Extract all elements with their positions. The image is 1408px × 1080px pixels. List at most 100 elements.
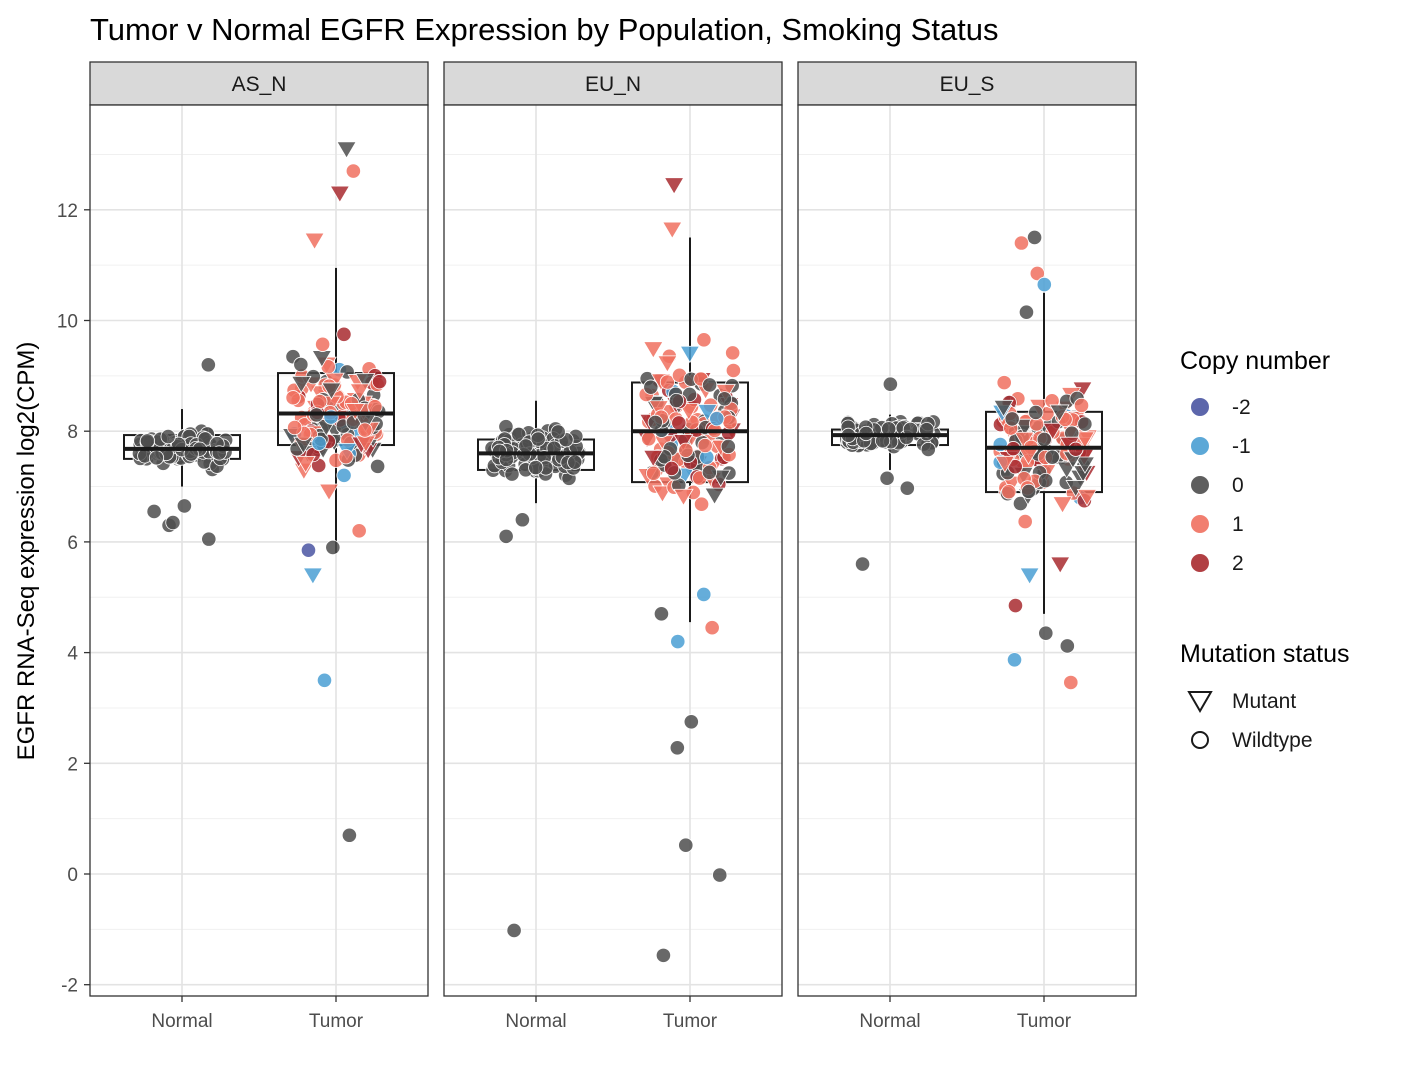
x-tick-label: Normal <box>505 1011 566 1032</box>
data-point-outlier <box>345 163 361 179</box>
data-point <box>1074 456 1096 474</box>
data-point-outlier <box>316 672 333 688</box>
data-point-outlier <box>899 480 915 496</box>
data-point <box>293 356 309 373</box>
data-point <box>720 438 736 455</box>
data-point <box>528 459 544 476</box>
legend-label-copy-number: 0 <box>1232 474 1244 497</box>
data-point-outlier <box>506 922 522 939</box>
data-point-outlier <box>498 528 514 544</box>
legend-label-copy-number: -2 <box>1232 396 1251 419</box>
data-point-outlier <box>854 556 871 572</box>
data-point-outlier <box>1019 567 1040 585</box>
data-point <box>648 400 669 418</box>
data-point <box>148 450 165 466</box>
facet-strip-label: EU_S <box>940 73 995 96</box>
facet-panel-eu-n: EU_N Normal Tumor <box>443 61 783 1032</box>
data-point <box>679 345 701 364</box>
data-point <box>530 431 546 447</box>
data-point <box>1073 397 1090 414</box>
data-point-outlier <box>1063 674 1079 691</box>
panel-background <box>444 105 782 996</box>
y-tick-label: 12 <box>57 201 78 222</box>
data-point <box>646 465 662 481</box>
x-tick-label: Normal <box>859 1011 920 1032</box>
data-point <box>642 449 664 468</box>
panel-background <box>90 105 428 996</box>
legend-title-mutation-status: Mutation status <box>1180 640 1350 668</box>
data-point <box>1021 483 1037 500</box>
data-point-outlier <box>336 141 357 159</box>
data-point <box>725 362 742 379</box>
data-point <box>996 375 1012 391</box>
data-point-outlier <box>146 503 162 520</box>
data-point <box>716 391 733 407</box>
data-point <box>336 467 352 483</box>
data-point <box>641 431 657 447</box>
facet-panels: AS_N Normal Tumor EU_N Normal Tumor EU_S Normal… <box>89 61 1137 1032</box>
data-point <box>321 382 342 400</box>
x-tick-label: Tumor <box>1017 1011 1072 1032</box>
y-tick-label: 8 <box>67 422 78 443</box>
data-point <box>336 326 352 342</box>
data-point <box>355 373 376 391</box>
data-point <box>678 403 699 421</box>
data-point <box>550 424 566 440</box>
legend-title-copy-number: Copy number <box>1180 347 1330 375</box>
data-point-outlier <box>351 523 367 539</box>
data-point-outlier <box>341 827 357 843</box>
legend-label-copy-number: 1 <box>1232 513 1244 536</box>
data-point <box>511 426 527 443</box>
data-point-outlier <box>1036 276 1052 293</box>
data-point <box>643 341 664 359</box>
data-point-outlier <box>662 221 683 239</box>
data-point <box>659 374 676 390</box>
legend-key-wildtype-circle <box>1191 731 1209 749</box>
data-point <box>285 390 301 406</box>
y-axis: -2 0 2 4 6 8 10 12 <box>57 201 90 997</box>
data-point <box>1001 484 1017 500</box>
data-point-outlier <box>1007 597 1024 614</box>
points <box>484 177 743 963</box>
facet-strip-label: AS_N <box>232 73 287 96</box>
chart-title: Tumor v Normal EGFR Expression by Popula… <box>90 12 999 47</box>
data-point-outlier <box>201 531 217 547</box>
data-point-outlier <box>302 567 324 585</box>
data-point <box>1052 496 1073 514</box>
legend-key-copy-number <box>1191 515 1209 533</box>
data-point <box>722 414 738 430</box>
data-point-outlier <box>304 232 325 251</box>
x-tick-label: Tumor <box>663 1011 718 1032</box>
data-point <box>1036 431 1052 448</box>
data-point-outlier <box>1026 229 1043 246</box>
data-point-outlier <box>300 542 317 558</box>
data-point-outlier <box>1059 638 1075 654</box>
data-point <box>357 422 373 438</box>
y-tick-label: -2 <box>61 976 78 997</box>
data-point <box>1017 513 1033 530</box>
data-point <box>994 455 1016 474</box>
data-point <box>139 433 156 449</box>
data-point <box>1065 480 1086 498</box>
data-point-outlier <box>655 947 672 963</box>
legend-key-copy-number <box>1191 398 1209 416</box>
panel-border <box>797 104 1137 997</box>
data-point <box>671 415 687 431</box>
data-point <box>1038 472 1054 489</box>
data-point-outlier <box>1006 652 1023 668</box>
legend-key-mutant-triangle <box>1187 691 1213 713</box>
facet-panel-eu-s: EU_S Normal Tumor <box>797 61 1137 1032</box>
data-point-outlier <box>683 714 699 730</box>
data-point <box>349 383 370 401</box>
data-point <box>518 438 534 454</box>
data-point-outlier <box>879 470 895 486</box>
data-point <box>693 496 710 512</box>
data-point <box>311 435 327 451</box>
legend-label-copy-number: 2 <box>1232 552 1244 575</box>
data-point <box>338 449 354 465</box>
data-point <box>504 466 520 482</box>
y-tick-label: 0 <box>67 865 78 886</box>
legend-label-mutation-status: Wildtype <box>1232 729 1313 752</box>
data-point <box>920 441 936 458</box>
data-point <box>702 377 718 393</box>
